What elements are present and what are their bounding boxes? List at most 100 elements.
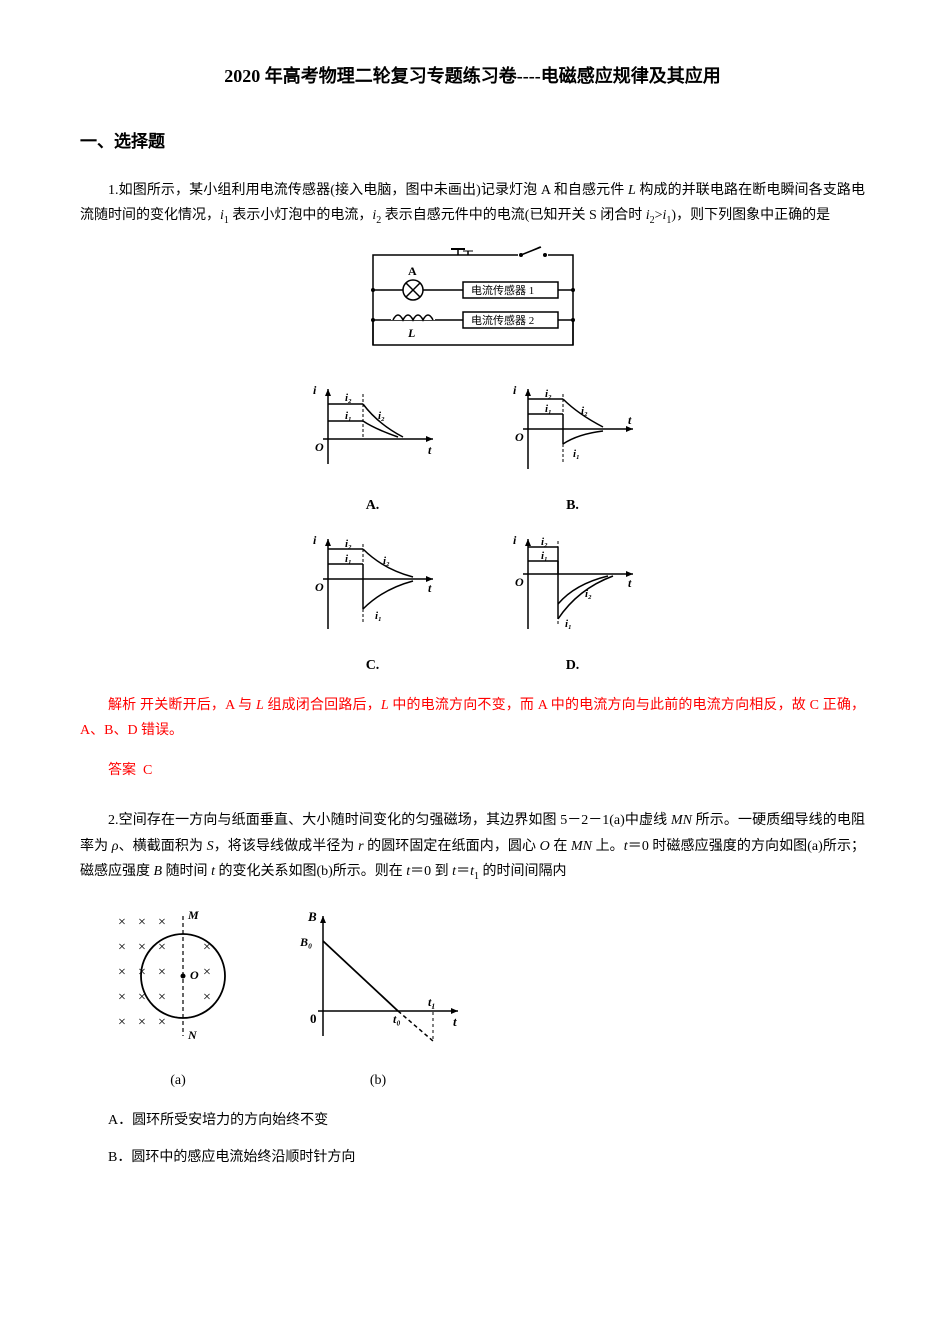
answer-value: C <box>143 763 152 778</box>
fig-b-label: (b) <box>288 1068 468 1093</box>
question-2-text: 2.空间存在一方向与纸面垂直、大小随时间变化的匀强磁场，其边界如图 5－2－1(… <box>80 808 865 885</box>
svg-text:×: × <box>203 990 211 1005</box>
svg-text:i₂: i₂ <box>345 538 352 550</box>
circuit-sensor1-label: 电流传感器 1 <box>471 283 534 297</box>
svg-text:B: B <box>307 909 317 924</box>
svg-text:i₂: i₂ <box>541 536 548 548</box>
q2-O: O <box>540 839 550 854</box>
q1-analysis: 解析 开关断开后，A 与 L 组成闭合回路后，L 中的电流方向不变，而 A 中的… <box>80 693 865 743</box>
q2-option-B: B．圆环中的感应电流始终沿顺时针方向 <box>108 1145 865 1170</box>
svg-text:0: 0 <box>310 1011 317 1026</box>
svg-text:i: i <box>513 533 517 547</box>
q2-part5: 在 <box>550 839 571 854</box>
svg-text:×: × <box>158 1015 166 1030</box>
q1-part0: 1.如图所示，某小组利用电流传感器(接入电脑，图中未画出)记录灯泡 A 和自感元… <box>108 183 628 198</box>
q2-S: S <box>207 839 214 854</box>
fig-b: B t 0 B₀ t₀ t₁ (b) <box>288 901 468 1093</box>
page-title: 2020 年高考物理二轮复习专题练习卷----电磁感应规律及其应用 <box>80 60 865 92</box>
graph-A: i t O i₂ i₁ i₂ A. <box>303 379 443 518</box>
circuit-sensor2-label: 电流传感器 2 <box>471 313 534 327</box>
svg-text:t: t <box>628 576 632 590</box>
q1-answer: 答案 C <box>80 758 865 783</box>
svg-text:i₁: i₁ <box>565 618 572 630</box>
q2-part4: 的圆环固定在纸面内，圆心 <box>364 839 540 854</box>
fig-a-label: (a) <box>108 1068 248 1093</box>
svg-text:×: × <box>203 965 211 980</box>
q2-part11: ＝ <box>456 864 470 879</box>
circuit-S-label: S <box>531 245 538 248</box>
svg-text:i₁: i₁ <box>573 448 580 460</box>
svg-text:×: × <box>138 1015 146 1030</box>
graph-A-label: A. <box>303 493 443 518</box>
svg-text:i₂: i₂ <box>345 392 352 404</box>
q2-option-A: A．圆环所受安培力的方向始终不变 <box>108 1108 865 1133</box>
q2-part9: 的变化关系如图(b)所示。则在 <box>215 864 406 879</box>
svg-text:O: O <box>315 440 324 454</box>
q1-part2: 表示小灯泡中的电流， <box>229 208 373 223</box>
svg-text:i: i <box>513 383 517 397</box>
graph-C-label: C. <box>303 653 443 678</box>
q2-MN2: MN <box>571 839 592 854</box>
graph-row-1: i t O i₂ i₁ i₂ A. i t O <box>80 379 865 518</box>
fig-a: ××× ××× ××× ××× ××× M N O × × × (a) <box>108 901 248 1093</box>
graph-row-2: i t O i₂ i₁ i₂ i₁ C. i t O <box>80 529 865 678</box>
svg-text:×: × <box>118 990 126 1005</box>
graph-D: i t O i₂ i₁ i₂ i₁ D. <box>503 529 643 678</box>
svg-text:t₁: t₁ <box>428 995 436 1009</box>
q2-part3: ，将该导线做成半径为 <box>214 839 358 854</box>
svg-text:t: t <box>428 581 432 595</box>
svg-text:i: i <box>313 533 317 547</box>
graph-B: i t O i₂ i₁ i₂ i₁ B. <box>503 379 643 518</box>
answer-label: 答案 <box>108 763 136 778</box>
q2-figures: ××× ××× ××× ××× ××× M N O × × × (a) B <box>108 901 865 1093</box>
svg-text:×: × <box>138 940 146 955</box>
svg-text:i₂: i₂ <box>378 410 385 422</box>
svg-text:×: × <box>118 965 126 980</box>
analysis-part1: 组成闭合回路后， <box>264 698 381 713</box>
svg-text:i₂: i₂ <box>545 388 552 400</box>
q2-B: B <box>154 864 163 879</box>
svg-text:B₀: B₀ <box>299 935 312 949</box>
q1-part3: 表示自感元件中的电流(已知开关 S 闭合时 <box>381 208 645 223</box>
svg-text:i₁: i₁ <box>345 553 352 565</box>
graph-D-label: D. <box>503 653 643 678</box>
q2-options: A．圆环所受安培力的方向始终不变 B．圆环中的感应电流始终沿顺时针方向 <box>108 1108 865 1170</box>
q2-part2: 、横截面积为 <box>118 839 206 854</box>
svg-text:×: × <box>138 915 146 930</box>
graph-C: i t O i₂ i₁ i₂ i₁ C. <box>303 529 443 678</box>
svg-text:O: O <box>515 430 524 444</box>
svg-text:O: O <box>190 968 199 982</box>
svg-text:i₂: i₂ <box>383 555 390 567</box>
q2-part10: ＝0 到 <box>410 864 452 879</box>
svg-text:×: × <box>158 965 166 980</box>
analysis-part0: 开关断开后，A 与 <box>136 698 256 713</box>
svg-text:i₁: i₁ <box>541 550 548 562</box>
svg-text:t₀: t₀ <box>393 1012 401 1026</box>
circuit-A-label: A <box>408 264 417 278</box>
q1-gt: > <box>655 208 663 223</box>
q2-part6: 上。 <box>592 839 624 854</box>
circuit-diagram: S A 电流传感器 1 L 电流传感器 2 <box>80 245 865 364</box>
analysis-L2: L <box>381 698 389 713</box>
svg-text:i₁: i₁ <box>545 403 552 415</box>
section-heading-1: 一、选择题 <box>80 127 865 158</box>
q1-L: L <box>628 183 636 198</box>
svg-text:i₂: i₂ <box>581 405 588 417</box>
svg-text:×: × <box>203 940 211 955</box>
q2-part0: 2.空间存在一方向与纸面垂直、大小随时间变化的匀强磁场，其边界如图 5－2－1(… <box>108 813 671 828</box>
svg-text:i₁: i₁ <box>345 410 352 422</box>
q1-part5: )，则下列图象中正确的是 <box>671 208 830 223</box>
svg-text:×: × <box>118 915 126 930</box>
svg-text:×: × <box>158 915 166 930</box>
svg-text:×: × <box>158 990 166 1005</box>
svg-text:t: t <box>428 443 432 457</box>
svg-text:i₁: i₁ <box>375 610 382 622</box>
circuit-L-label: L <box>407 326 415 340</box>
svg-text:×: × <box>118 940 126 955</box>
svg-text:t: t <box>628 413 632 427</box>
svg-text:N: N <box>187 1028 198 1042</box>
graph-B-label: B. <box>503 493 643 518</box>
svg-text:t: t <box>453 1014 457 1029</box>
analysis-L1: L <box>256 698 264 713</box>
svg-text:i₂: i₂ <box>585 588 592 600</box>
